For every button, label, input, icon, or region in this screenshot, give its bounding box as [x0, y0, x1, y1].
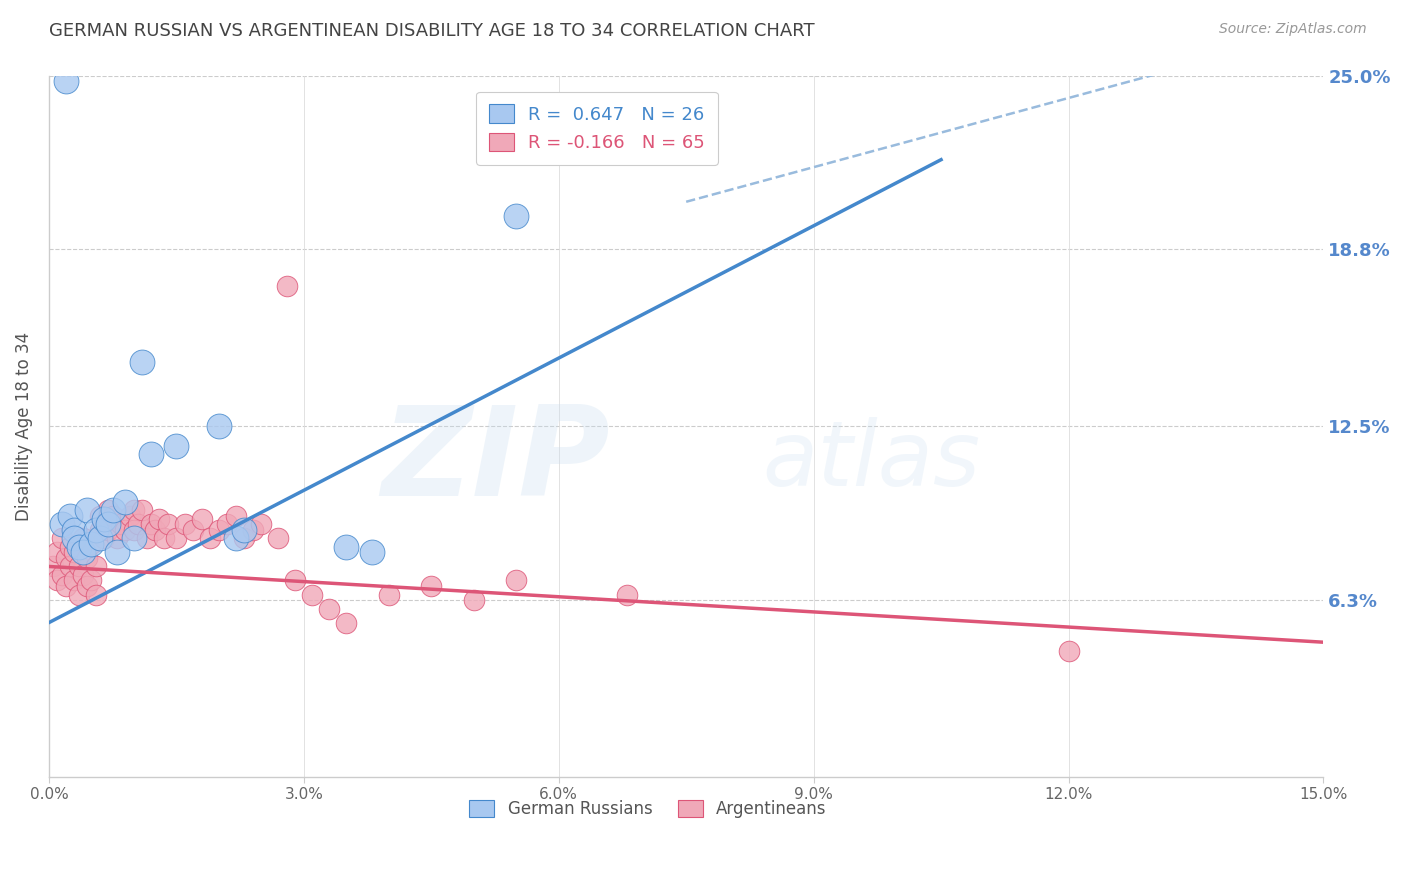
Point — [84, 559, 107, 574]
Legend: German Russians, Argentineans: German Russians, Argentineans — [463, 793, 834, 824]
Point — [89, 508, 111, 523]
Point — [80, 574, 103, 588]
Point — [97, 517, 120, 532]
Point — [46, 574, 69, 588]
Point — [55, 551, 77, 566]
Point — [101, 508, 124, 523]
Point — [122, 523, 145, 537]
Text: ZIP: ZIP — [381, 401, 610, 522]
Text: Source: ZipAtlas.com: Source: ZipAtlas.com — [1219, 22, 1367, 37]
Point — [360, 545, 382, 559]
Point — [139, 517, 162, 532]
Point — [505, 574, 527, 588]
Point — [250, 517, 273, 532]
Point — [174, 517, 197, 532]
Text: GERMAN RUSSIAN VS ARGENTINEAN DISABILITY AGE 18 TO 34 CORRELATION CHART: GERMAN RUSSIAN VS ARGENTINEAN DISABILITY… — [49, 22, 815, 40]
Point — [318, 601, 340, 615]
Point — [152, 532, 174, 546]
Point — [463, 593, 485, 607]
Point — [191, 512, 214, 526]
Point — [131, 503, 153, 517]
Point — [335, 540, 357, 554]
Point — [84, 523, 107, 537]
Point — [301, 587, 323, 601]
Point — [217, 517, 239, 532]
Point — [63, 545, 86, 559]
Point — [122, 503, 145, 517]
Point — [143, 523, 166, 537]
Point — [165, 532, 187, 546]
Point — [80, 537, 103, 551]
Point — [72, 532, 94, 546]
Point — [59, 508, 82, 523]
Point — [183, 523, 205, 537]
Point — [76, 579, 98, 593]
Point — [55, 579, 77, 593]
Point — [1057, 643, 1080, 657]
Point — [148, 512, 170, 526]
Point — [105, 532, 128, 546]
Point — [505, 209, 527, 223]
Point — [276, 279, 298, 293]
Point — [63, 574, 86, 588]
Point — [208, 419, 231, 434]
Point — [200, 532, 222, 546]
Point — [165, 439, 187, 453]
Point — [76, 503, 98, 517]
Point — [242, 523, 264, 537]
Point — [63, 532, 86, 546]
Point — [284, 574, 307, 588]
Point — [105, 545, 128, 559]
Point — [101, 503, 124, 517]
Point — [80, 537, 103, 551]
Point — [51, 517, 73, 532]
Point — [51, 532, 73, 546]
Point — [42, 559, 65, 574]
Point — [59, 559, 82, 574]
Point — [72, 567, 94, 582]
Point — [67, 559, 90, 574]
Point — [616, 587, 638, 601]
Point — [378, 587, 401, 601]
Point — [225, 508, 247, 523]
Point — [89, 523, 111, 537]
Point — [55, 74, 77, 88]
Point — [114, 495, 136, 509]
Point — [67, 587, 90, 601]
Point — [59, 540, 82, 554]
Point — [67, 540, 90, 554]
Point — [127, 517, 149, 532]
Point — [267, 532, 290, 546]
Point — [93, 517, 115, 532]
Point — [72, 545, 94, 559]
Point — [89, 532, 111, 546]
Point — [114, 523, 136, 537]
Point — [135, 532, 157, 546]
Point — [233, 523, 256, 537]
Text: atlas: atlas — [762, 417, 980, 505]
Point — [118, 508, 141, 523]
Point — [208, 523, 231, 537]
Point — [63, 523, 86, 537]
Point — [335, 615, 357, 630]
Point — [156, 517, 179, 532]
Point — [122, 532, 145, 546]
Y-axis label: Disability Age 18 to 34: Disability Age 18 to 34 — [15, 332, 32, 521]
Point — [97, 523, 120, 537]
Point — [233, 532, 256, 546]
Point — [93, 512, 115, 526]
Point — [93, 532, 115, 546]
Point — [97, 503, 120, 517]
Point — [76, 551, 98, 566]
Point — [225, 532, 247, 546]
Point — [139, 447, 162, 461]
Point — [84, 587, 107, 601]
Point — [46, 545, 69, 559]
Point — [51, 567, 73, 582]
Point — [131, 354, 153, 368]
Point — [110, 517, 132, 532]
Point — [420, 579, 443, 593]
